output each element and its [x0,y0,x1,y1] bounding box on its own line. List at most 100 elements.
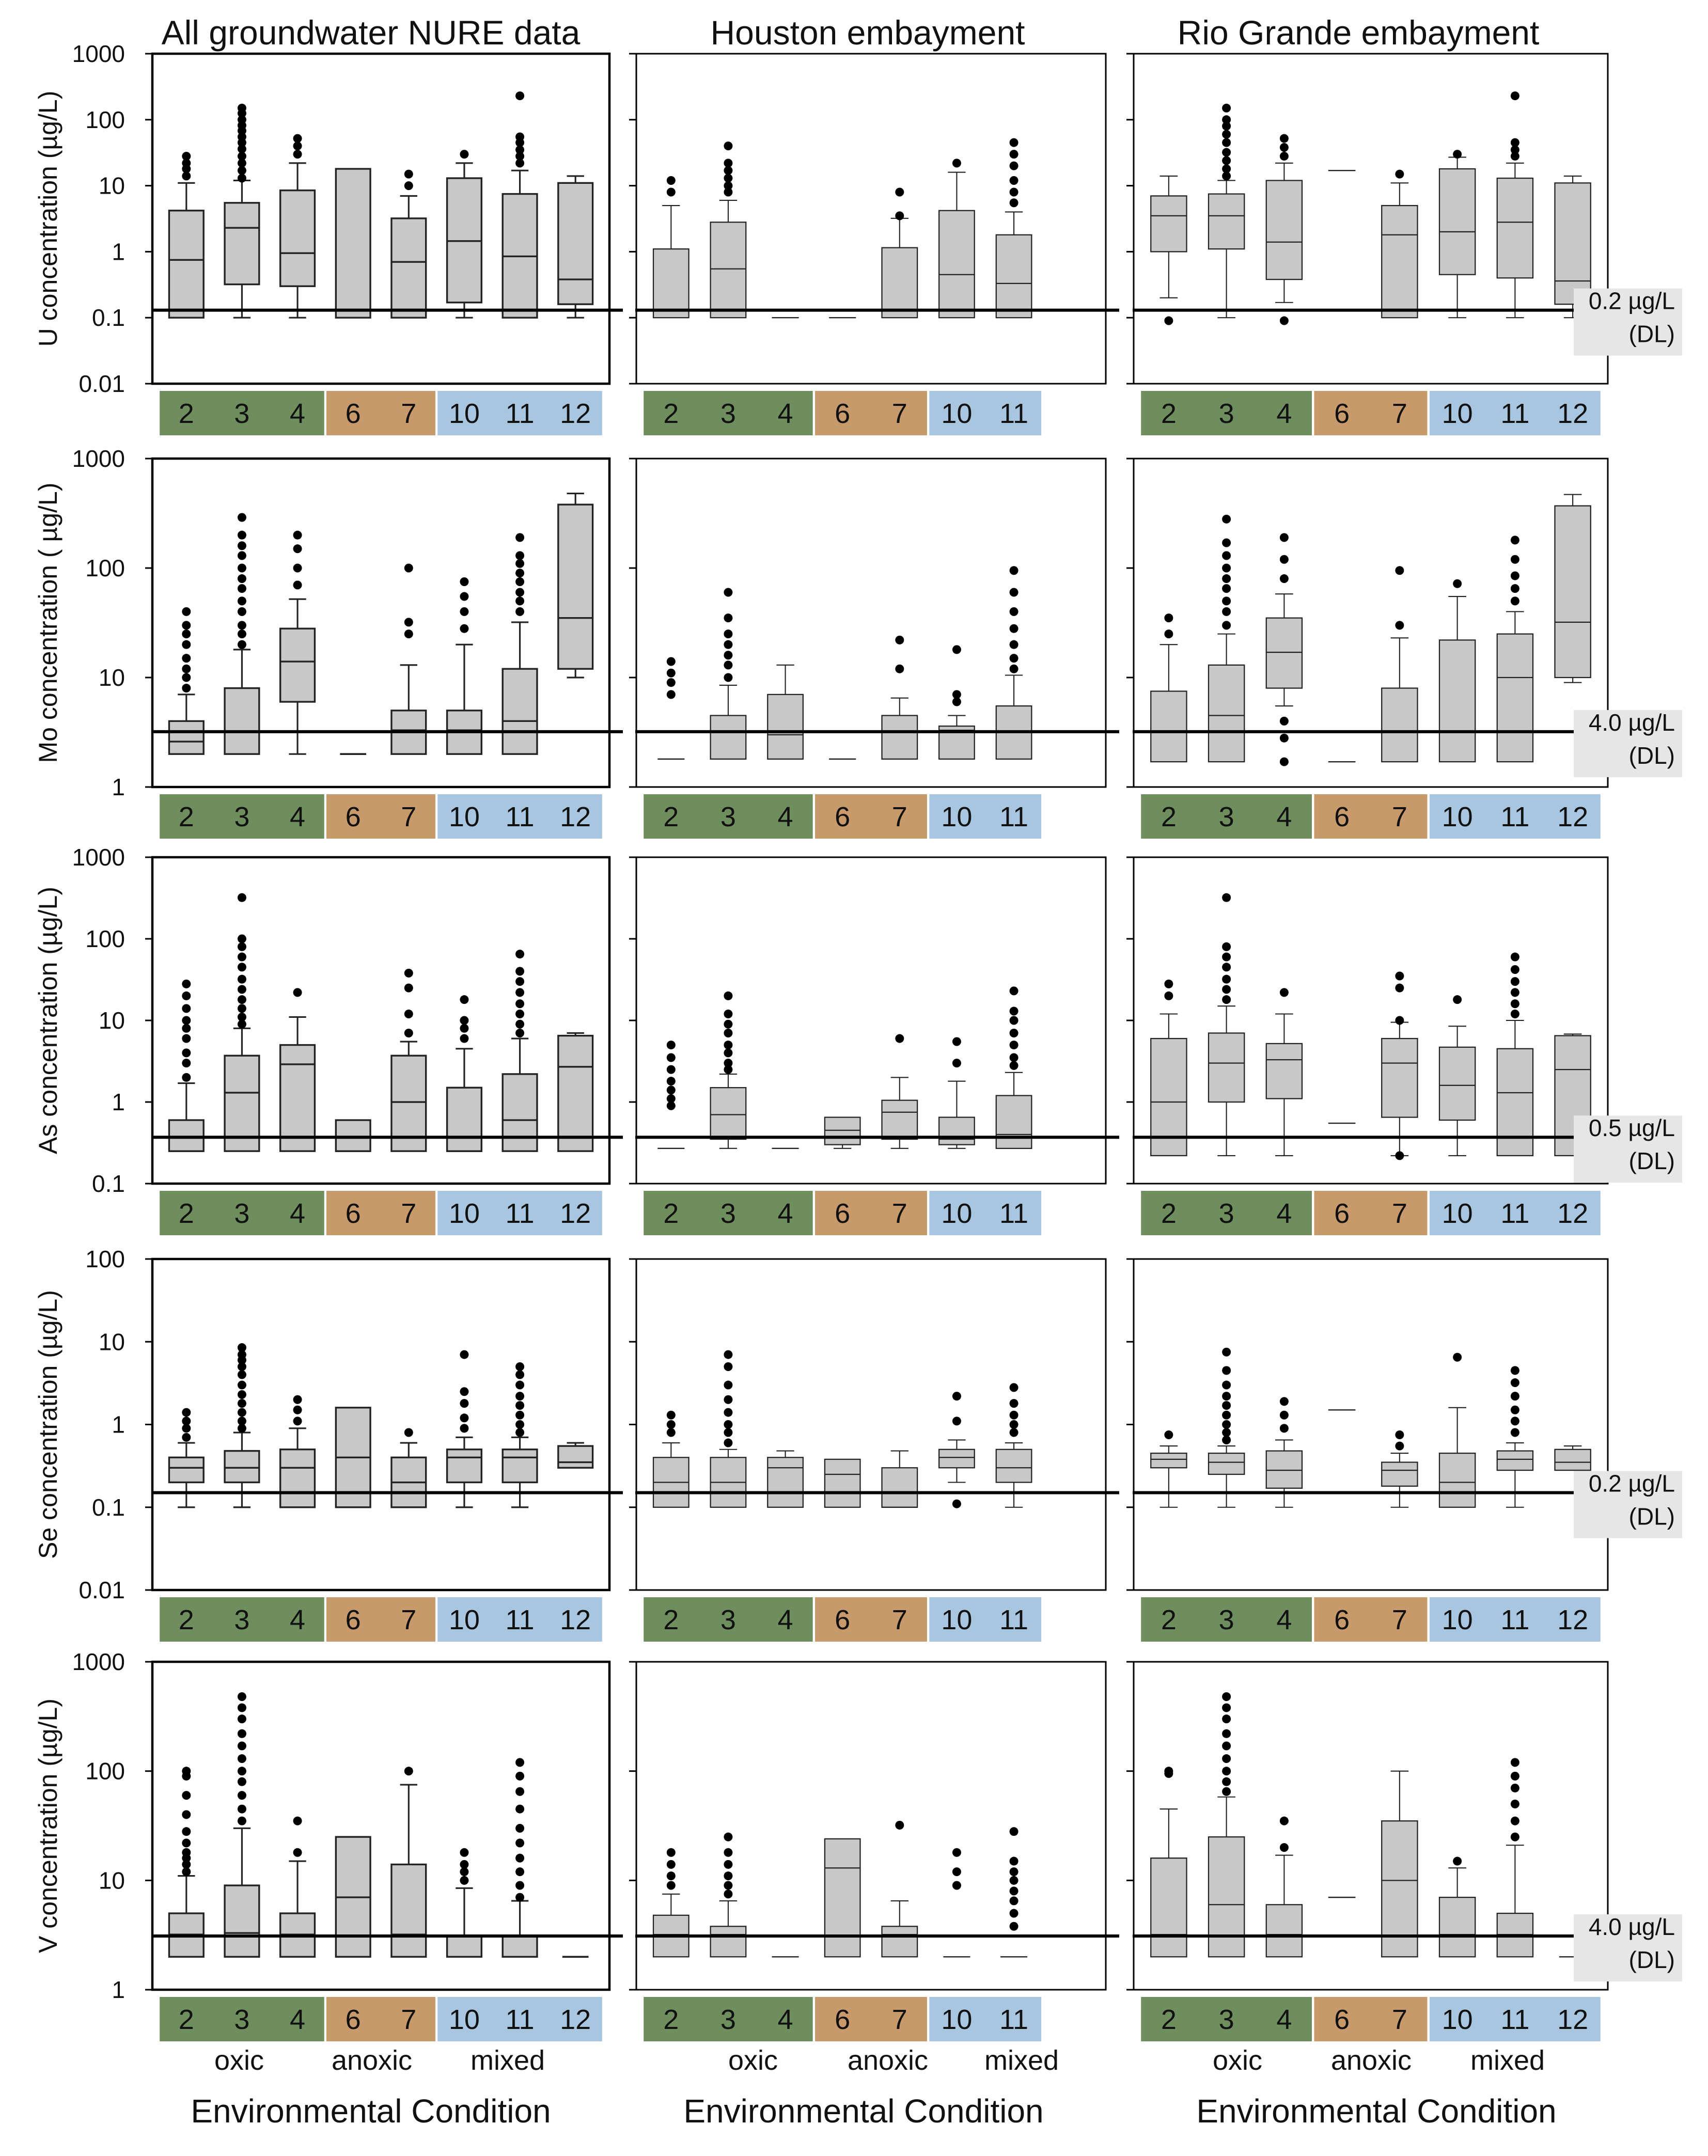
condition-label: 3 [234,398,249,429]
outlier-point [1279,716,1289,726]
box-cond-10 [1438,1856,1476,1958]
condition-label: 3 [1219,2004,1234,2035]
condition-label: 12 [560,1198,591,1229]
outlier-point [1164,991,1173,1000]
box-iqr [938,1449,975,1469]
outlier-point [515,1028,525,1037]
box-cond-6 [335,168,371,319]
outlier-point [724,166,733,175]
panel-U-2: 2 3 4 6 7 10 11 [629,53,1119,435]
panel-frame [151,457,611,789]
outlier-point [1510,1417,1519,1426]
outlier-point [515,588,525,597]
box-iqr [824,1838,861,1958]
condition-label: 3 [234,1198,249,1229]
box-cond-2 [168,151,205,319]
box-iqr [710,1926,747,1958]
box-iqr [224,1450,260,1484]
box-cond-7 [390,563,427,755]
box-cond-12 [557,493,594,679]
outlier-point [237,1350,246,1359]
condition-label: 3 [720,1604,736,1635]
box-cond-3 [224,513,260,755]
band-anoxic [326,794,435,839]
band-oxic [160,391,324,435]
outlier-point [724,1028,733,1037]
band-mixed [929,794,1042,839]
outlier-point [1510,571,1519,580]
outlier-point [1510,999,1519,1009]
outlier-point [182,1810,191,1819]
outlier-point [515,1804,525,1814]
outlier-point [666,678,676,687]
outlier-point [1279,555,1289,564]
condition-label: 11 [1500,801,1529,832]
outlier-point [293,580,302,590]
box-iqr [824,1458,861,1508]
outlier-point [404,1028,413,1037]
panel-frame [1133,1258,1609,1591]
box-iqr [335,1119,371,1152]
box-iqr [1208,193,1245,250]
outlier-point [1009,150,1018,159]
condition-label: 11 [506,1198,535,1229]
condition-label: 6 [1334,398,1350,429]
outlier-point [1510,145,1519,154]
outlier-point [1164,979,1173,988]
row-U: U concentration (µg/L) 0.01 0.1 1 10 100 1000 2… [34,40,1682,435]
outlier-point [952,1848,961,1857]
outlier-point [666,1041,676,1050]
outlier-point [1279,1410,1289,1420]
outlier-point [1222,138,1231,147]
box-cond-2 [168,1767,205,1958]
outlier-point [1279,316,1289,325]
outlier-point [1222,1787,1231,1796]
y-tick-label: 10 [99,172,125,199]
outlier-point [237,1370,246,1379]
condition-label: 7 [1392,2004,1407,2035]
condition-label: 10 [449,398,480,429]
condition-label: 7 [892,1198,907,1229]
box-iqr [168,1119,205,1152]
box-iqr [881,1467,918,1508]
outlier-point [1395,1441,1404,1451]
band-mixed [1429,794,1601,839]
band-anoxic [815,1191,927,1235]
outlier-point [237,159,246,168]
condition-label: 3 [720,801,736,832]
outlier-point [1164,613,1173,623]
outlier-point [182,1433,191,1442]
box-iqr [1265,1450,1303,1489]
box-cond-12 [1554,1445,1591,1471]
box-cond-7 [1381,169,1418,319]
condition-label: 7 [401,2004,416,2035]
panel-Se-1: 2 3 4 6 7 10 11 12 [145,1257,623,1642]
outlier-point [666,1848,676,1857]
outlier-point [515,1410,525,1420]
outlier-point [1222,551,1231,560]
outlier-point [724,159,733,168]
outlier-point [1009,1028,1018,1037]
box-cond-11 [502,1362,538,1508]
box-iqr [938,210,975,319]
box-cond-10 [1438,150,1476,319]
outlier-point [404,618,413,627]
outlier-point [1009,1428,1018,1437]
outlier-point [515,569,525,578]
outlier-point [237,1777,246,1786]
outlier-point [237,563,246,573]
outlier-point [952,159,961,168]
condition-label: 7 [1392,1604,1407,1635]
box-iqr [1438,1452,1476,1508]
box-iqr [1381,1461,1418,1487]
box-cond-3 [710,141,747,319]
outlier-point [293,530,302,540]
dl-label-value: 0.2 µg/L [1589,288,1675,314]
outlier-point [515,1771,525,1781]
outlier-point [237,1816,246,1825]
outlier-point [1009,1383,1018,1392]
outlier-point [515,1009,525,1018]
y-tick-label: 100 [85,555,125,581]
y-tick-label: 100 [85,106,125,133]
outlier-point [237,1791,246,1800]
